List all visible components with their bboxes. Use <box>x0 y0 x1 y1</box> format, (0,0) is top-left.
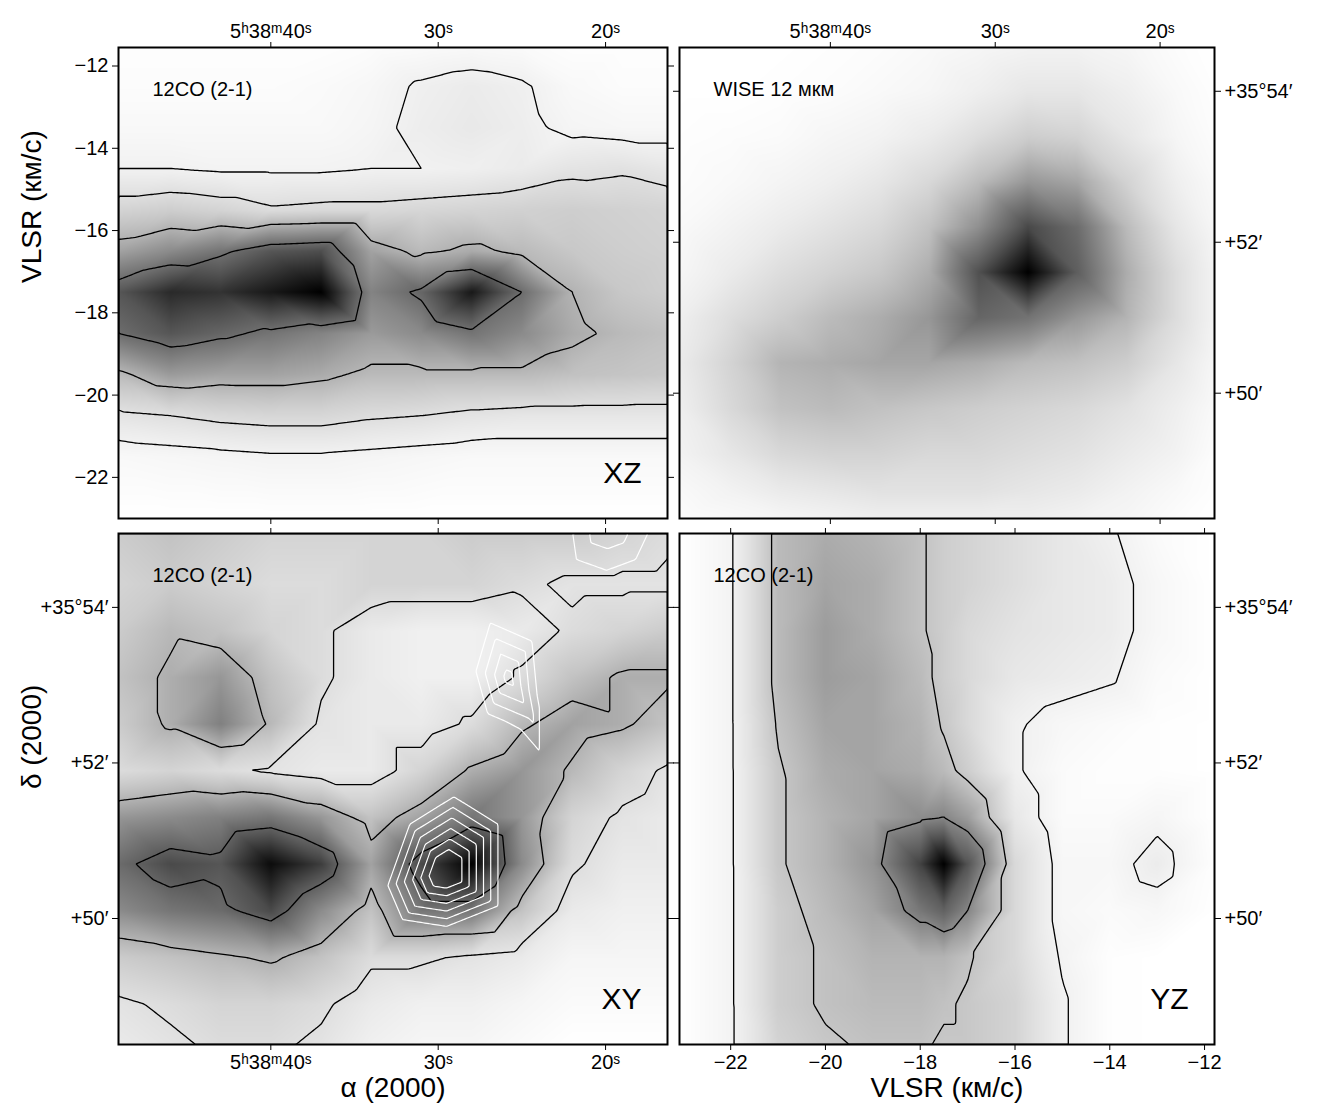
svg-text:−22: −22 <box>75 466 109 488</box>
svg-text:−18: −18 <box>903 1051 937 1073</box>
svg-text:+35°54′: +35°54′ <box>1225 80 1293 102</box>
svg-text:5ʰ38ᵐ40ˢ: 5ʰ38ᵐ40ˢ <box>790 20 872 42</box>
svg-text:−12: −12 <box>1188 1051 1222 1073</box>
svg-text:20ˢ: 20ˢ <box>591 20 620 42</box>
svg-text:+35°54′: +35°54′ <box>1225 596 1293 618</box>
svg-text:12CO (2-1): 12CO (2-1) <box>153 78 253 100</box>
svg-text:12CO (2-1): 12CO (2-1) <box>714 564 814 586</box>
svg-text:WISE 12 мкм: WISE 12 мкм <box>714 78 835 100</box>
svg-text:−20: −20 <box>808 1051 842 1073</box>
svg-text:XY: XY <box>601 982 641 1015</box>
svg-text:+52′: +52′ <box>1225 231 1263 253</box>
svg-text:−14: −14 <box>75 137 109 159</box>
svg-text:−18: −18 <box>75 301 109 323</box>
svg-text:YZ: YZ <box>1150 982 1188 1015</box>
svg-text:α (2000): α (2000) <box>341 1072 446 1103</box>
svg-text:20ˢ: 20ˢ <box>1146 20 1175 42</box>
svg-text:−22: −22 <box>714 1051 748 1073</box>
svg-text:XZ: XZ <box>603 456 641 489</box>
svg-text:+52′: +52′ <box>71 751 109 773</box>
svg-text:+35°54′: +35°54′ <box>41 596 109 618</box>
svg-text:−16: −16 <box>75 219 109 241</box>
svg-text:20ˢ: 20ˢ <box>591 1051 620 1073</box>
svg-text:VLSR (км/с): VLSR (км/с) <box>871 1072 1024 1103</box>
svg-text:−16: −16 <box>998 1051 1032 1073</box>
svg-text:30ˢ: 30ˢ <box>424 1051 453 1073</box>
svg-text:+52′: +52′ <box>1225 751 1263 773</box>
svg-text:−20: −20 <box>75 383 109 405</box>
svg-text:30ˢ: 30ˢ <box>981 20 1010 42</box>
svg-text:5ʰ38ᵐ40ˢ: 5ʰ38ᵐ40ˢ <box>230 1051 312 1073</box>
svg-text:+50′: +50′ <box>1225 907 1263 929</box>
svg-text:30ˢ: 30ˢ <box>424 20 453 42</box>
svg-text:+50′: +50′ <box>1225 382 1263 404</box>
svg-text:+50′: +50′ <box>71 907 109 929</box>
svg-text:VLSR (км/с): VLSR (км/с) <box>16 130 47 283</box>
svg-text:−14: −14 <box>1093 1051 1127 1073</box>
svg-text:12CO (2-1): 12CO (2-1) <box>153 564 253 586</box>
svg-text:δ (2000): δ (2000) <box>16 685 47 789</box>
svg-text:−12: −12 <box>75 54 109 76</box>
svg-text:5ʰ38ᵐ40ˢ: 5ʰ38ᵐ40ˢ <box>230 20 312 42</box>
